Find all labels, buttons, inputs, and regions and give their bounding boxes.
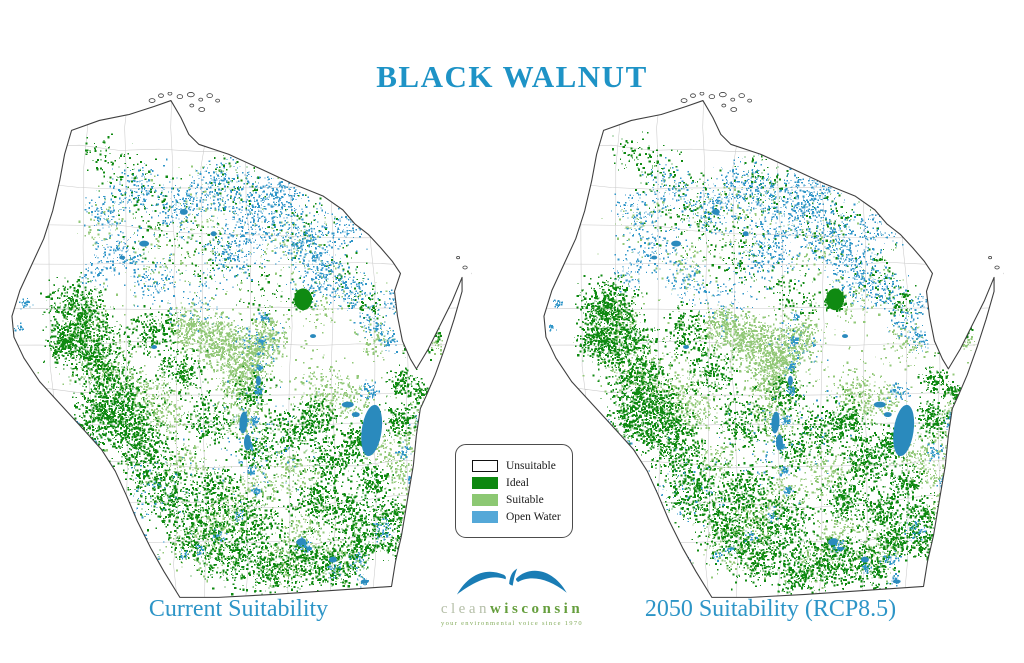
unsuitable-swatch — [472, 459, 498, 472]
legend-label-ideal: Ideal — [506, 476, 529, 489]
map-2050-suitability — [537, 92, 1004, 600]
map-current-suitability — [5, 92, 472, 600]
legend-item-unsuitable: Unsuitable — [472, 459, 568, 472]
brand-wisconsin: wisconsin — [489, 601, 584, 617]
caption-2050-suitability: 2050 Suitability (RCP8.5) — [644, 596, 897, 622]
bird-wings-icon — [457, 568, 567, 595]
legend-item-ideal: Ideal — [472, 476, 568, 489]
brand-clean: clean — [440, 601, 490, 617]
legend-label-unsuitable: Unsuitable — [506, 459, 556, 472]
open-water-swatch — [472, 510, 498, 523]
page-title: BLACK WALNUT — [376, 58, 648, 94]
suitable-swatch — [472, 493, 498, 506]
clean-wisconsin-logo: cleanwisconsin your environmental voice … — [441, 564, 583, 627]
wisconsin-map-current — [11, 92, 472, 598]
legend-item-open-water: Open Water — [472, 510, 568, 523]
wisconsin-map-2050 — [543, 92, 1004, 598]
caption-current-suitability: Current Suitability — [148, 596, 329, 622]
brand-wordmark: cleanwisconsin — [441, 602, 583, 617]
legend-item-suitable: Suitable — [472, 493, 568, 506]
legend-label-suitable: Suitable — [506, 493, 544, 506]
legend-label-open-water: Open Water — [506, 510, 561, 523]
brand-tagline: your environmental voice since 1970 — [441, 620, 583, 627]
ideal-swatch — [472, 476, 498, 489]
legend: Unsuitable Ideal Suitable Open Water — [455, 444, 573, 538]
